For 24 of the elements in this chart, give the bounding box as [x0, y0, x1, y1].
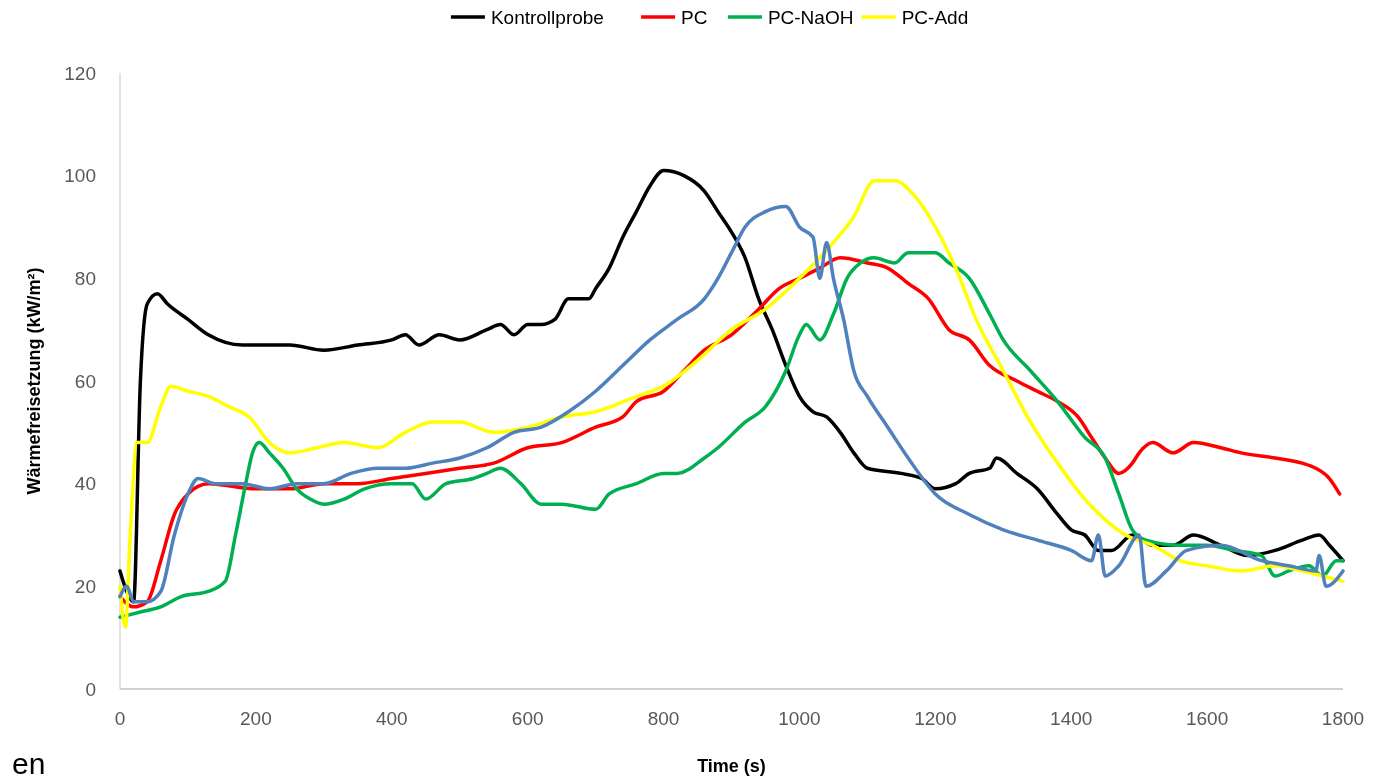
x-axis-title: Time (s)	[697, 756, 766, 776]
x-tick-label: 600	[511, 708, 544, 729]
y-tick-label: 100	[64, 165, 96, 187]
x-tick-label: 1000	[778, 708, 821, 729]
legend-label: PC-Add	[901, 6, 969, 28]
y-tick-label: 80	[74, 267, 96, 289]
x-tick-label: 200	[240, 708, 272, 729]
x-tick-label: 0	[114, 708, 126, 729]
y-tick-label: 20	[74, 575, 96, 597]
legend-label: PC-NaOH	[767, 6, 854, 28]
y-tick-label: 120	[64, 62, 96, 84]
x-tick-label: 800	[647, 708, 680, 729]
legend-label: Kontrollprobe	[490, 6, 604, 28]
y-tick-label: 0	[85, 678, 96, 700]
x-tick-label: 400	[375, 708, 408, 729]
y-tick-label: 40	[74, 473, 96, 495]
y-axis-title: Wärmefreisetzung (kW/m²)	[24, 267, 44, 495]
x-tick-label: 1200	[914, 708, 957, 729]
legend-label: PC	[681, 6, 708, 28]
x-tick-label: 1800	[1321, 708, 1365, 729]
x-tick-label: 1600	[1185, 708, 1229, 729]
x-tick-label: 1400	[1050, 708, 1093, 729]
y-tick-label: 60	[74, 370, 96, 392]
text: en	[12, 747, 46, 780]
